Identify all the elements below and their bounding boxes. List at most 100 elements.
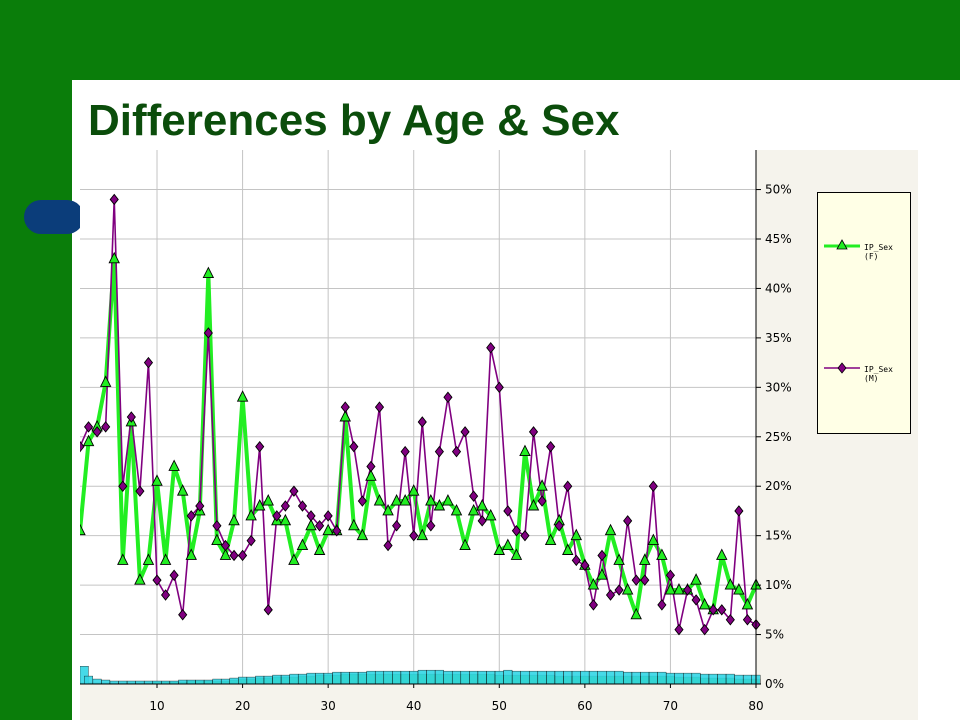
bar bbox=[417, 669, 427, 685]
data-point bbox=[527, 498, 540, 511]
data-point bbox=[631, 574, 641, 586]
data-point bbox=[186, 510, 196, 522]
data-point bbox=[434, 445, 444, 458]
data-point bbox=[365, 469, 377, 481]
data-point bbox=[178, 609, 188, 621]
data-point bbox=[485, 508, 497, 521]
bar bbox=[332, 671, 342, 685]
x-tick-label: 20 bbox=[235, 699, 250, 713]
data-point bbox=[263, 604, 273, 616]
y-tick-label: 40% bbox=[765, 281, 792, 295]
bar bbox=[340, 671, 350, 685]
bar bbox=[546, 670, 556, 685]
data-point bbox=[246, 534, 256, 547]
bar bbox=[648, 671, 658, 685]
data-point bbox=[674, 623, 684, 636]
data-point bbox=[195, 500, 205, 512]
data-point bbox=[613, 553, 625, 565]
data-point bbox=[296, 538, 309, 551]
bar bbox=[212, 678, 222, 685]
bar bbox=[674, 672, 684, 685]
bar bbox=[400, 670, 410, 685]
data-point bbox=[305, 518, 317, 531]
data-point bbox=[272, 510, 282, 522]
data-point bbox=[443, 391, 453, 403]
data-point bbox=[451, 445, 462, 458]
x-tick-label: 80 bbox=[748, 699, 763, 713]
line-chart: 10 20 30 40 50 60 70 800% 5% 10% 15% 20% 25% 30% 35% 40… bbox=[80, 150, 918, 720]
data-point bbox=[219, 548, 232, 560]
legend-swatch-male bbox=[824, 362, 860, 374]
data-point bbox=[639, 553, 651, 565]
data-point bbox=[425, 494, 437, 506]
data-point bbox=[691, 594, 701, 606]
chart-legend: IP_Sex (F) IP_Sex (M) bbox=[817, 192, 911, 434]
data-point bbox=[570, 528, 583, 541]
bar bbox=[315, 672, 325, 685]
data-point bbox=[510, 548, 523, 560]
series-line bbox=[80, 256, 758, 617]
data-point bbox=[741, 597, 754, 610]
data-point bbox=[356, 528, 369, 541]
data-point bbox=[229, 549, 239, 562]
bar bbox=[221, 678, 230, 685]
data-point bbox=[390, 494, 403, 506]
bar bbox=[640, 671, 650, 685]
data-point bbox=[176, 484, 189, 496]
bar bbox=[426, 669, 436, 685]
data-point bbox=[442, 494, 454, 506]
data-point bbox=[433, 498, 446, 511]
bar bbox=[195, 679, 205, 685]
data-point bbox=[725, 614, 735, 626]
data-point bbox=[717, 604, 727, 616]
bar bbox=[272, 674, 282, 685]
data-point bbox=[82, 434, 95, 447]
bar bbox=[494, 670, 504, 685]
data-point bbox=[142, 553, 155, 565]
bar bbox=[443, 670, 453, 685]
slide-title: Differences by Age & Sex bbox=[88, 96, 620, 145]
data-point bbox=[656, 548, 668, 560]
data-point bbox=[236, 390, 249, 402]
bar bbox=[263, 675, 273, 685]
legend-label-male: IP_Sex (M) bbox=[864, 365, 893, 383]
data-point bbox=[203, 327, 213, 339]
data-point bbox=[392, 520, 402, 532]
bar bbox=[357, 671, 367, 685]
data-point bbox=[185, 548, 197, 560]
data-point bbox=[288, 553, 300, 565]
data-point bbox=[92, 426, 102, 438]
bar bbox=[375, 670, 384, 685]
data-point bbox=[117, 553, 129, 565]
data-point bbox=[588, 599, 598, 611]
data-point bbox=[108, 251, 120, 264]
bar bbox=[460, 670, 470, 685]
data-point bbox=[467, 503, 480, 516]
data-point bbox=[279, 513, 292, 526]
data-point bbox=[373, 494, 386, 506]
data-point bbox=[339, 409, 351, 422]
data-point bbox=[536, 479, 548, 491]
data-point bbox=[255, 440, 265, 453]
bar bbox=[186, 679, 196, 685]
data-point bbox=[101, 421, 111, 433]
data-point bbox=[126, 411, 136, 423]
data-point bbox=[459, 538, 471, 551]
bar bbox=[657, 671, 667, 685]
bar bbox=[383, 670, 393, 685]
data-point bbox=[664, 583, 677, 595]
data-point bbox=[168, 459, 180, 471]
data-point bbox=[657, 599, 667, 611]
bar bbox=[349, 671, 359, 685]
data-point bbox=[682, 584, 693, 596]
bar bbox=[743, 674, 752, 685]
bar bbox=[580, 670, 590, 685]
x-tick-label: 30 bbox=[321, 699, 336, 713]
bar bbox=[238, 676, 248, 685]
bar bbox=[666, 672, 675, 685]
data-point bbox=[708, 604, 718, 616]
bar bbox=[725, 673, 735, 685]
bar bbox=[683, 672, 692, 685]
data-point bbox=[571, 554, 581, 567]
bar bbox=[623, 671, 633, 685]
